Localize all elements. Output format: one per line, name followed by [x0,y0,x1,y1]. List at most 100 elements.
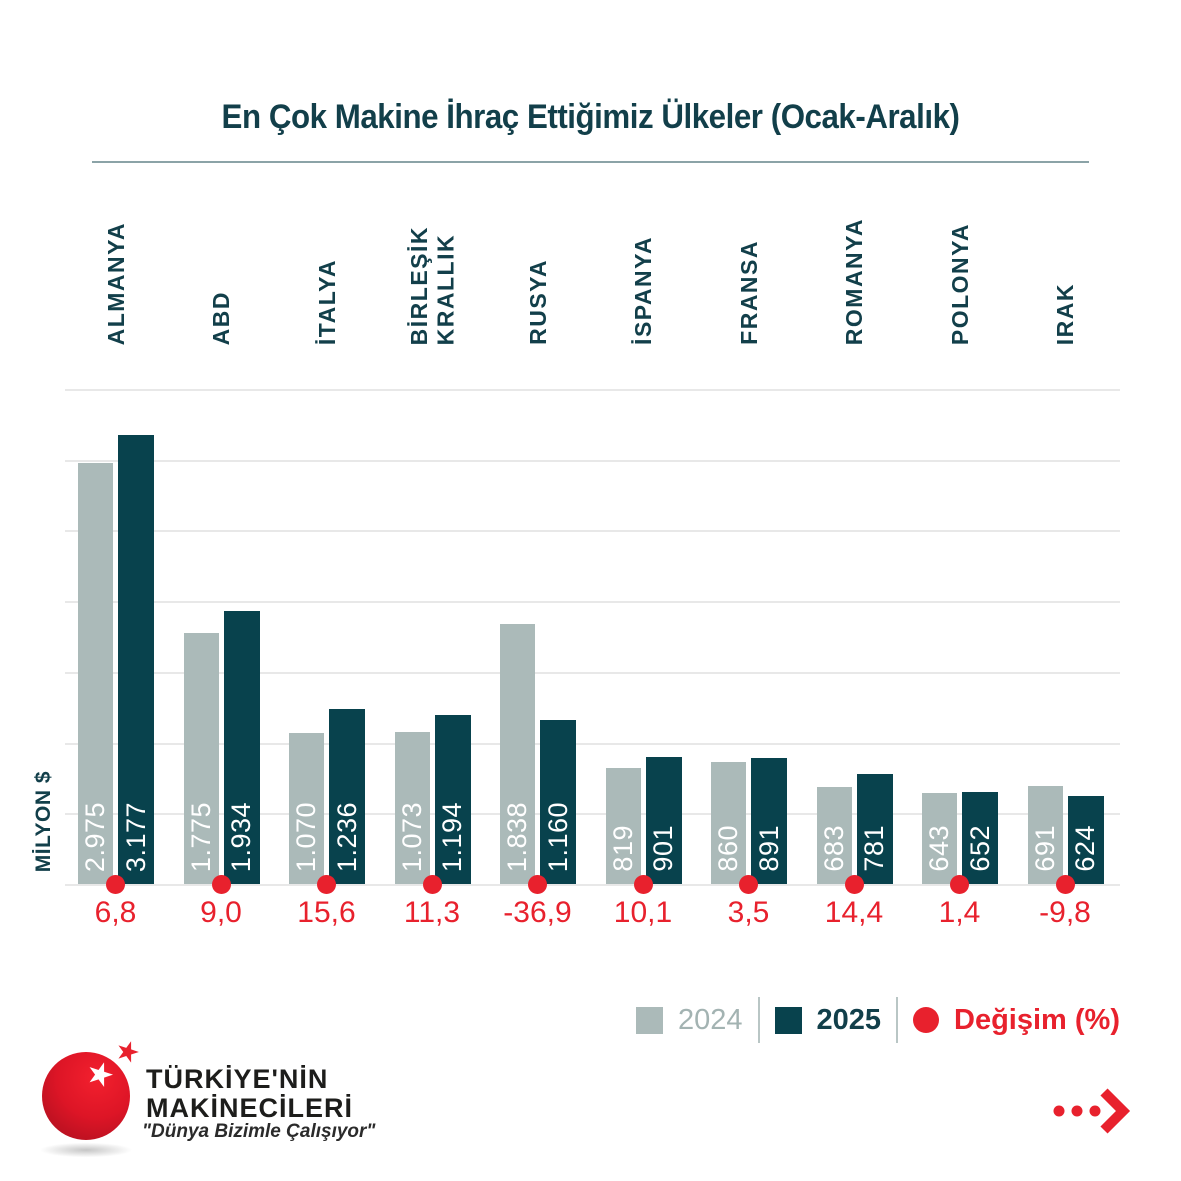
gridline [65,530,1120,532]
bar-2024-ROMANYA [816,787,852,884]
bar-2024-RUSYA [500,624,535,884]
bar-value-2024-wrap: 1.838 [500,802,535,872]
next-arrow-icon[interactable] [1043,1083,1135,1139]
bar-value-2025-wrap: 3.177 [118,802,154,872]
legend-divider [757,997,760,1043]
bar-value-2024-wrap: 819 [606,825,641,872]
change-dot-icon [913,1007,940,1033]
y-axis-label-wrap: MİLYON $ [26,771,60,872]
brand-tagline: "Dünya Bizimle Çalışıyor" [142,1121,376,1142]
bar-value-2025: 781 [859,825,890,872]
change-value: 11,3 [403,896,461,929]
chart-legend: 2024 2025 Değişim (%) [635,997,1120,1043]
x-axis-baseline [65,884,1120,886]
change-value: 3,5 [727,896,770,929]
bar-value-2024: 691 [1029,825,1060,872]
bar-value-2025-wrap: 781 [857,825,893,872]
bar-value-2025: 901 [648,825,679,872]
bar-value-2025: 1.160 [542,801,573,872]
bar-value-2024: 1.073 [396,801,427,872]
brand-logo-sphere [42,1052,130,1140]
change-dot [317,874,336,894]
country-label: ABD [208,290,235,345]
bar-2024-BİRLEŞİK KRALLIK [394,732,430,884]
brand-name-line1: TÜRKİYE'NİN [146,1064,329,1094]
change-dot [739,874,758,894]
bar-value-2025: 624 [1070,825,1101,872]
bar-value-2025-wrap: 1.194 [435,802,471,872]
bar-2024-ABD [183,633,219,884]
country-label-wrap: IRAK [996,283,1136,345]
change-dot [950,874,969,894]
bar-value-2025: 1.194 [437,801,468,872]
star-icon: ★ [110,1032,145,1071]
bar-2024-İTALYA [289,732,324,884]
bar-2025-FRANSA [751,758,787,884]
bar-value-2024: 2.975 [80,801,111,872]
bar-2025-ABD [223,610,260,884]
country-label: IRAK [1052,282,1079,345]
bar-2024-İSPANYA [605,768,641,884]
gridline [65,672,1120,674]
bar-value-2024: 1.838 [502,801,533,872]
gridline [65,389,1120,391]
change-dot [106,874,125,894]
bar-value-2024-wrap: 1.073 [395,802,430,872]
bar-value-2024-wrap: 1.775 [184,802,219,872]
legend-swatch-2025 [774,1006,802,1034]
y-axis-label: MİLYON $ [31,770,55,872]
bar-value-2024-wrap: 691 [1028,825,1063,872]
bar-value-2024-wrap: 643 [922,825,957,872]
change-value: 6,8 [94,896,137,929]
country-label: FRANSA [735,240,762,345]
bar-2025-POLONYA [962,791,998,884]
change-value: 15,6 [297,896,356,929]
country-label: RUSYA [524,259,551,345]
bar-value-2025: 3.177 [120,801,151,872]
title-divider [92,161,1089,163]
country-label: ROMANYA [841,217,868,345]
gridline [65,743,1120,745]
bar-2024-POLONYA [922,793,957,884]
bar-value-2024: 860 [713,825,744,872]
bar-value-2025-wrap: 1.160 [540,802,576,872]
bar-value-2024-wrap: 2.975 [78,802,113,872]
bar-value-2025-wrap: 652 [962,825,998,872]
bar-2024-IRAK [1027,786,1063,884]
bar-2024-FRANSA [711,762,746,884]
bar-value-2024: 683 [818,825,849,872]
gridline [65,813,1120,815]
change-value: 9,0 [200,896,242,929]
chart-title: En Çok Makine İhraç Ettiğimiz Ülkeler (O… [221,98,960,136]
country-label: İTALYA [313,258,340,345]
bar-2025-İSPANYA [645,756,682,884]
bar-2025-ROMANYA [856,773,893,884]
change-value: -9,8 [1039,896,1091,929]
logo-shadow [36,1142,136,1158]
bar-2025-BİRLEŞİK KRALLIK [434,715,471,884]
change-dot [1055,874,1075,894]
bar-2025-İTALYA [329,709,365,884]
bar-value-2024-wrap: 860 [711,825,746,872]
bar-value-2025-wrap: 901 [646,825,682,872]
change-value: -36,9 [503,896,572,929]
legend-swatch-2024 [635,1006,663,1034]
change-dot [844,874,864,894]
country-label: İSPANYA [630,236,657,345]
change-dot [633,874,653,894]
bar-value-2025: 652 [964,825,995,872]
bar-2025-IRAK [1067,795,1104,884]
bar-value-2025-wrap: 1.236 [329,802,365,872]
bar-value-2025-wrap: 891 [751,825,787,872]
change-dot [422,874,442,894]
bar-value-2025: 891 [753,825,784,872]
gridline [65,460,1120,462]
brand-name-line2: MAKİNECİLERİ [146,1093,353,1123]
country-label: POLONYA [946,222,973,345]
legend-label-change: Değişim (%) [954,1003,1120,1036]
legend-label-2024: 2024 [677,1003,743,1036]
bar-value-2024-wrap: 683 [817,825,852,872]
bar-value-2024: 643 [924,825,955,872]
country-label: BİRLEŞİK KRALLIK [406,225,459,345]
bar-2025-ALMANYA [118,434,154,884]
